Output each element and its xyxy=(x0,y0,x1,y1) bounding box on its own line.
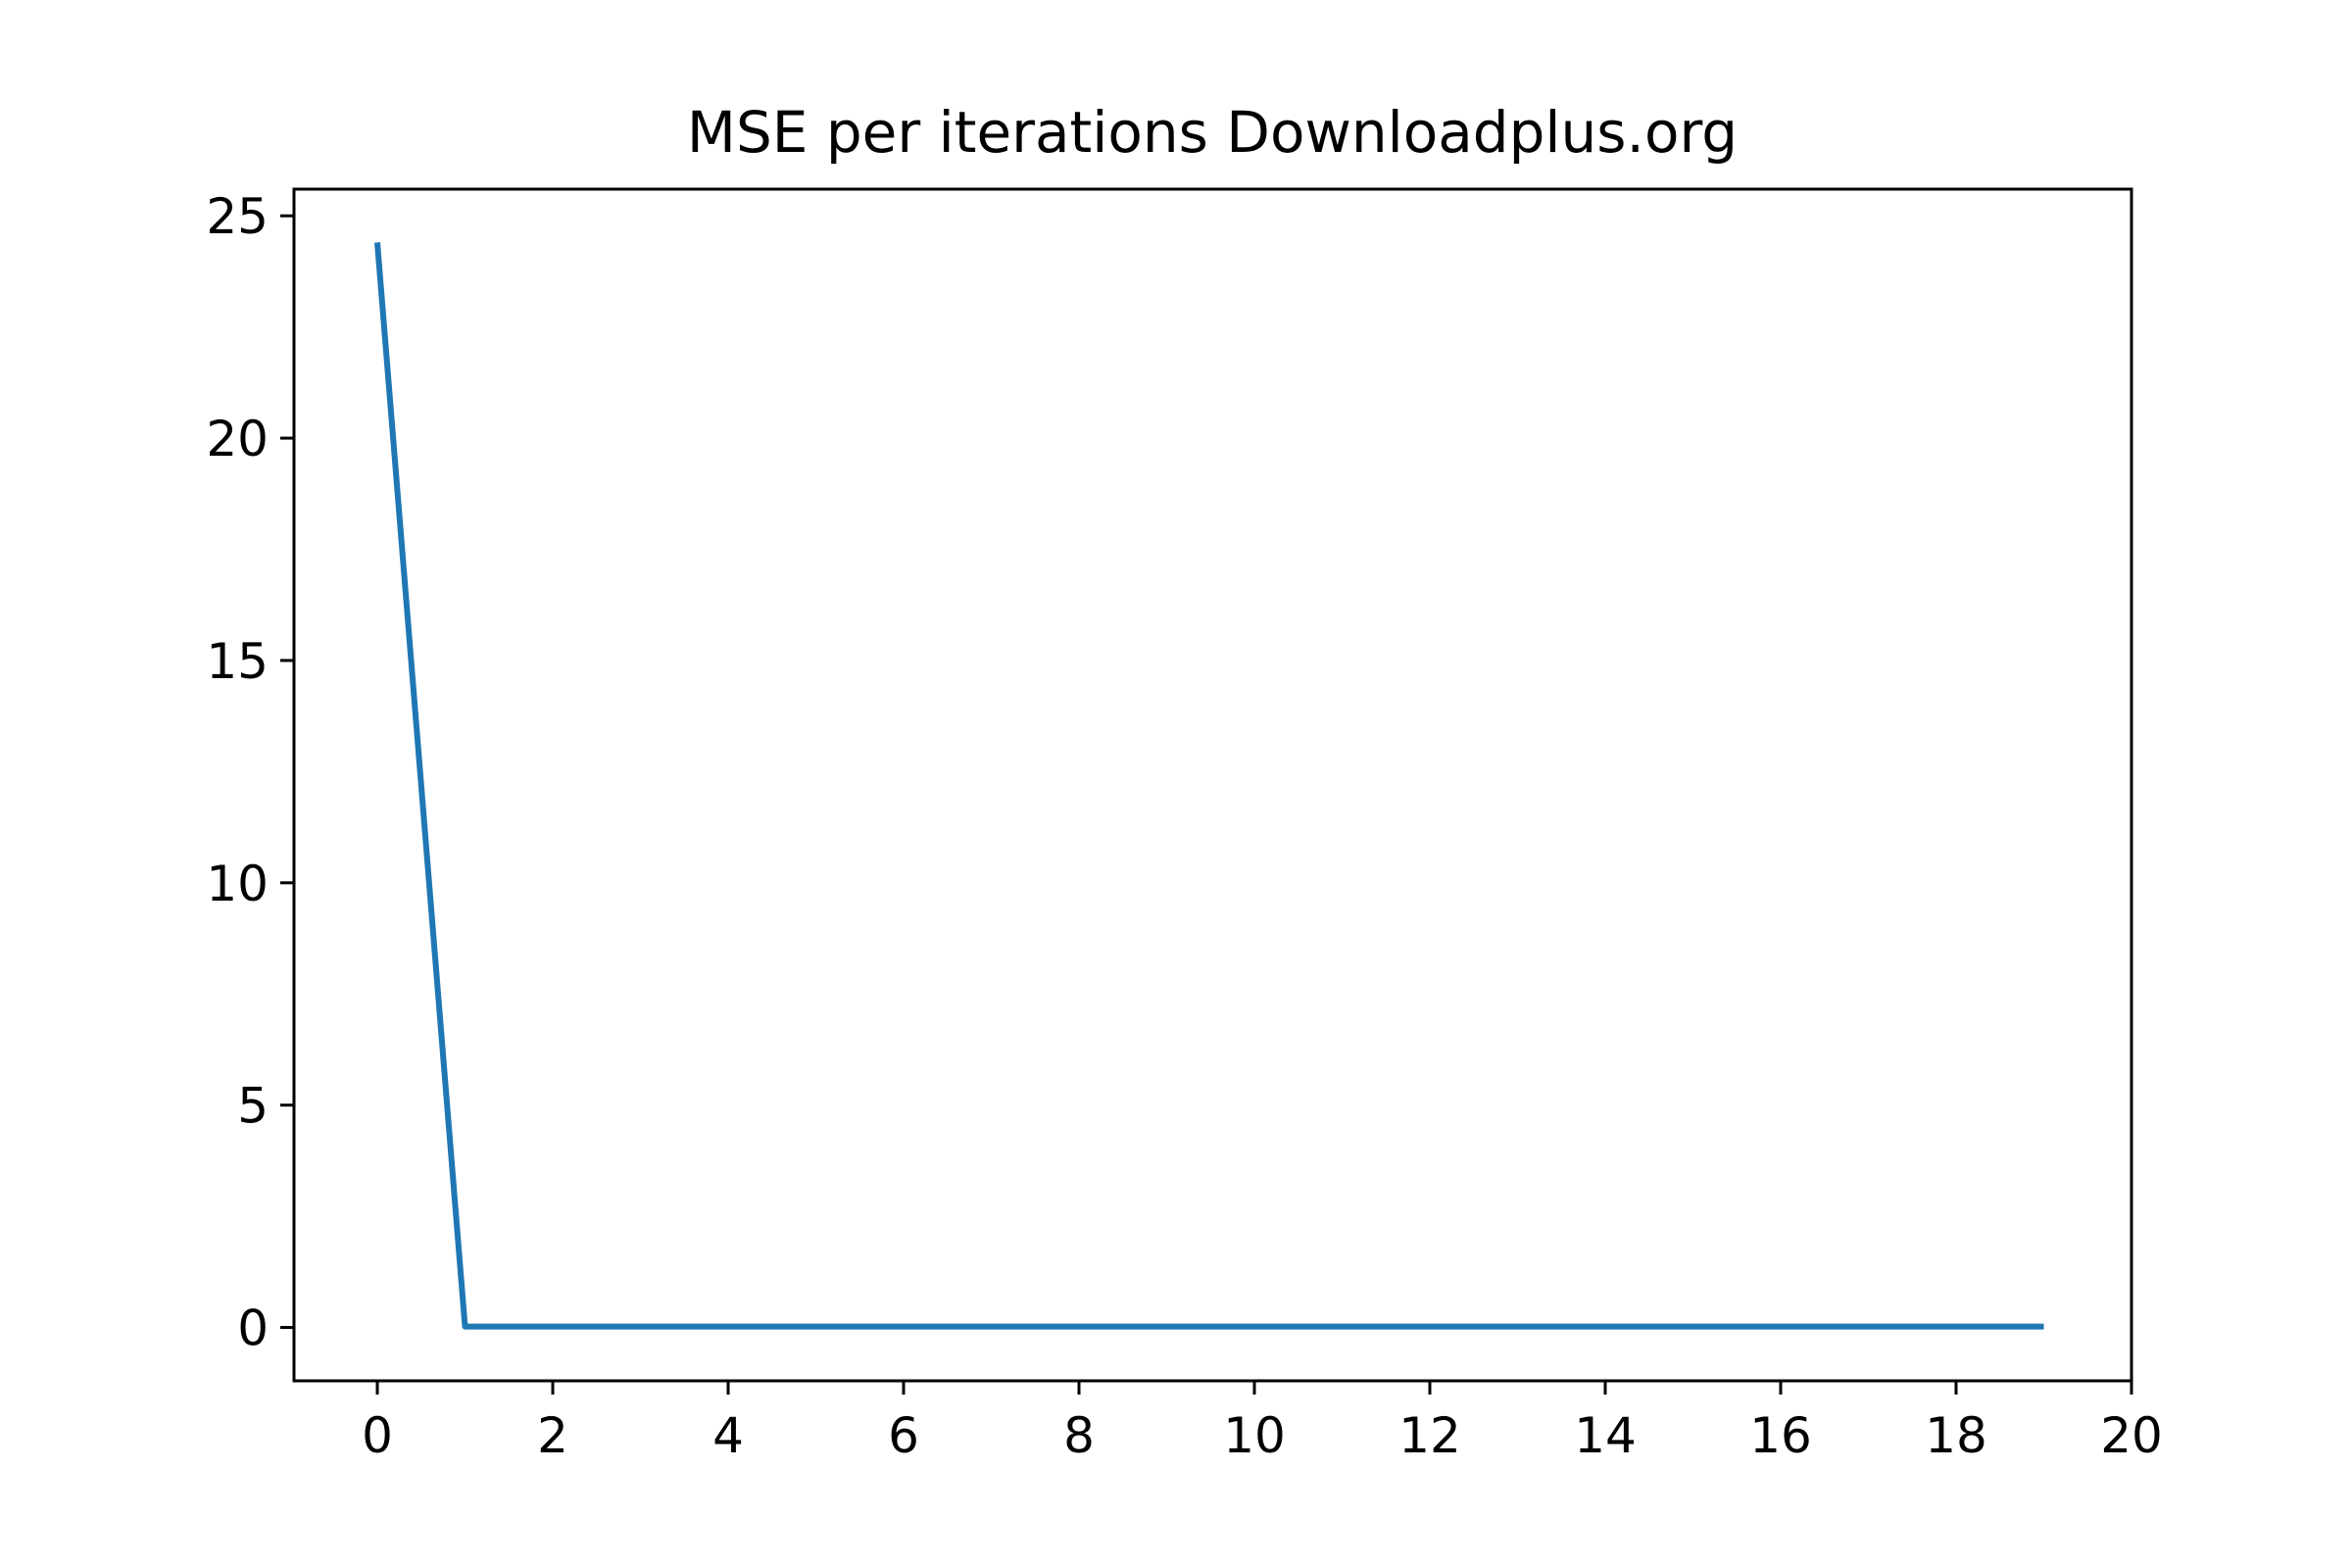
y-tick-label: 15 xyxy=(206,633,269,690)
x-tick-label: 6 xyxy=(888,1407,919,1464)
x-tick-label: 18 xyxy=(1925,1407,1987,1464)
x-axis-ticks: 0 2 4 6 8 10 12 14 16 18 20 xyxy=(362,1381,2163,1464)
x-tick-label: 12 xyxy=(1398,1407,1461,1464)
x-tick-label: 10 xyxy=(1223,1407,1286,1464)
x-tick-label: 0 xyxy=(362,1407,393,1464)
y-tick-label: 20 xyxy=(206,411,269,467)
x-tick-label: 14 xyxy=(1574,1407,1637,1464)
x-tick-label: 8 xyxy=(1063,1407,1095,1464)
x-tick-label: 4 xyxy=(712,1407,744,1464)
x-tick-label: 2 xyxy=(537,1407,568,1464)
series-layer xyxy=(374,242,2044,1330)
y-axis-ticks: 0 5 10 15 20 25 xyxy=(206,188,294,1357)
y-tick-label: 25 xyxy=(206,188,269,245)
plot-area-frame xyxy=(292,187,2133,1383)
y-tick-label: 0 xyxy=(237,1300,269,1357)
chart-title: MSE per iterations Downloadplus.org xyxy=(687,99,1738,166)
y-tick-label: 5 xyxy=(237,1078,269,1135)
x-tick-label: 16 xyxy=(1749,1407,1812,1464)
y-tick-label: 10 xyxy=(206,856,269,912)
x-tick-label: 20 xyxy=(2100,1407,2163,1464)
series-line-1 xyxy=(374,242,2044,1330)
